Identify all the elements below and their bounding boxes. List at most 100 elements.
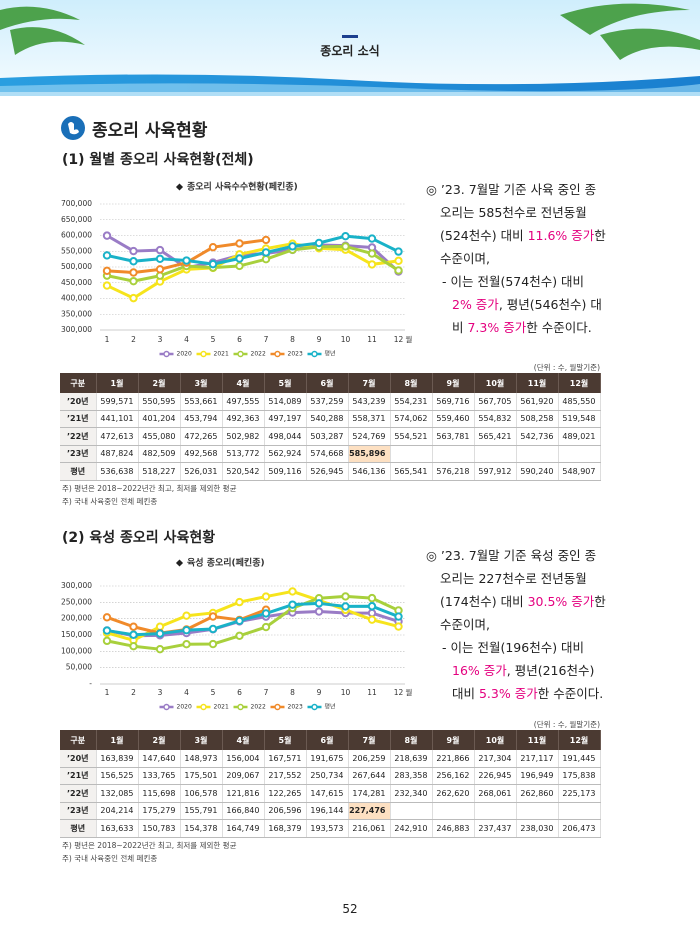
table-cell: 206,259 — [348, 750, 391, 768]
table-cell: 563,781 — [432, 427, 475, 446]
table-cell: 543,239 — [348, 393, 391, 411]
point — [102, 231, 112, 240]
table-cell: 225,173 — [558, 784, 601, 803]
point — [288, 242, 297, 251]
legend-label: 2021 — [214, 704, 229, 711]
point — [367, 260, 377, 269]
header-row: 구분 1월 2월 3월 4월 5월 6월 7월 8월 9월 10월 11월 12월 — [60, 730, 601, 750]
table-cell: 164,749 — [222, 819, 265, 838]
table-cell: 132,085 — [96, 784, 139, 803]
table-cell: 267,644 — [348, 767, 391, 785]
table-cell — [390, 445, 433, 463]
header-cell: 4월 — [222, 730, 265, 750]
subsection-title: (2) 육성 종오리 사육현황 — [62, 530, 216, 546]
series-line — [106, 601, 400, 637]
table-cell: 485,550 — [558, 393, 601, 411]
table-row: 평년 536,638 518,227 526,031 520,542 509,116 526… — [60, 462, 601, 481]
table-row: ’22년 132,085 115,698 106,578 121,816 122,265 1… — [60, 784, 601, 803]
point — [288, 587, 297, 596]
row-label: ’21년 — [60, 767, 97, 785]
legend-label: 2022 — [251, 704, 266, 711]
table-cell: 216,061 — [348, 819, 391, 838]
point — [314, 599, 324, 608]
table-cell: 242,910 — [390, 819, 433, 838]
table-cell: 217,552 — [264, 767, 307, 785]
legend-label: 평년 — [325, 350, 336, 358]
point — [129, 622, 138, 631]
table-cell: 154,378 — [180, 819, 223, 838]
legend-swatch-dot — [200, 703, 207, 711]
header-cell: 10월 — [474, 373, 517, 393]
table-cell: 554,231 — [390, 393, 433, 411]
subsection-title: (1) 월별 종오리 사육현황(전체) — [62, 152, 254, 168]
table-cell: 227,476 — [348, 802, 391, 820]
x-tick-label: 1 — [105, 688, 110, 697]
header-cell: 3월 — [180, 373, 223, 393]
table-cell: 106,578 — [180, 784, 223, 803]
x-tick-label: 5 — [211, 335, 216, 344]
point — [288, 600, 297, 609]
y-tick-label: 500,000 — [61, 262, 92, 271]
x-tick-label: 6 — [237, 335, 242, 344]
table-cell: 217,117 — [516, 750, 559, 768]
header-banner — [0, 0, 700, 96]
table-cell: 193,573 — [306, 819, 349, 838]
table-cell: 558,371 — [348, 410, 391, 428]
point — [102, 613, 112, 622]
table-cell: 546,136 — [348, 462, 391, 481]
row-label: ’22년 — [60, 784, 97, 803]
x-tick-label: 5 — [211, 688, 216, 697]
point — [261, 248, 271, 257]
table-cell: 492,363 — [222, 410, 265, 428]
header-row: 구분 1월 2월 3월 4월 5월 6월 7월 8월 9월 10월 11월 12월 — [60, 373, 601, 393]
point — [155, 265, 165, 274]
note: 주) 국내 사육중인 전체 페킨종 — [62, 497, 158, 506]
x-tick-label: 4 — [184, 335, 189, 344]
table-cell: 597,912 — [474, 462, 517, 481]
point — [367, 602, 377, 611]
table-cell: 513,772 — [222, 445, 265, 463]
point — [341, 592, 350, 601]
header-cell: 2월 — [138, 730, 181, 750]
point — [129, 630, 138, 639]
header-cell: 11월 — [516, 730, 559, 750]
chart: 종오리 사육수수현황(페킨종) 300,000 350,000 400,000 450,… — [61, 181, 413, 358]
table-cell: 482,509 — [138, 445, 181, 463]
table-cell — [474, 445, 517, 463]
bullet-marker: ◎ — [426, 182, 437, 197]
x-tick-label: 9 — [317, 335, 322, 344]
point — [235, 261, 244, 271]
x-tick-label: 3 — [158, 688, 163, 697]
table-cell: 554,832 — [474, 410, 517, 428]
point — [208, 242, 218, 252]
y-tick-label: 400,000 — [61, 294, 92, 303]
highlight-text: 16% 증가 — [452, 663, 507, 678]
legend-label: 2020 — [177, 704, 192, 711]
table-cell: 226,945 — [474, 767, 517, 785]
table-cell: 497,555 — [222, 393, 265, 411]
table-cell — [432, 802, 475, 820]
text: 한 수준이며, — [440, 594, 606, 632]
bullet-marker: - — [442, 274, 447, 289]
text: , 평년(216천수) 대비 — [452, 663, 595, 701]
text: 이는 전월(196천수) 대비 — [450, 640, 585, 655]
point — [261, 622, 271, 632]
page-number: 52 — [342, 902, 358, 916]
table-wrap: 구분 1월 2월 3월 4월 5월 6월 7월 8월 9월 10월 11월 12월 ’20년 163,839… — [60, 730, 601, 838]
series-line — [106, 242, 399, 300]
table-cell: 121,816 — [222, 784, 265, 803]
x-tick-label: 2 — [131, 335, 136, 344]
table-cell: 455,080 — [138, 427, 181, 446]
table-cell: 537,259 — [306, 393, 349, 411]
table-cell: 238,030 — [516, 819, 559, 838]
header-title: 종오리 소식 — [320, 44, 380, 58]
table-cell: 503,287 — [306, 427, 349, 446]
table-cell: 122,265 — [264, 784, 307, 803]
legend-swatch-dot — [163, 350, 170, 358]
table-cell — [432, 445, 475, 463]
table-cell: 562,924 — [264, 445, 307, 463]
point — [102, 636, 112, 646]
y-tick-label: 700,000 — [61, 199, 92, 208]
table-cell: 155,791 — [180, 802, 223, 820]
point — [235, 254, 244, 263]
